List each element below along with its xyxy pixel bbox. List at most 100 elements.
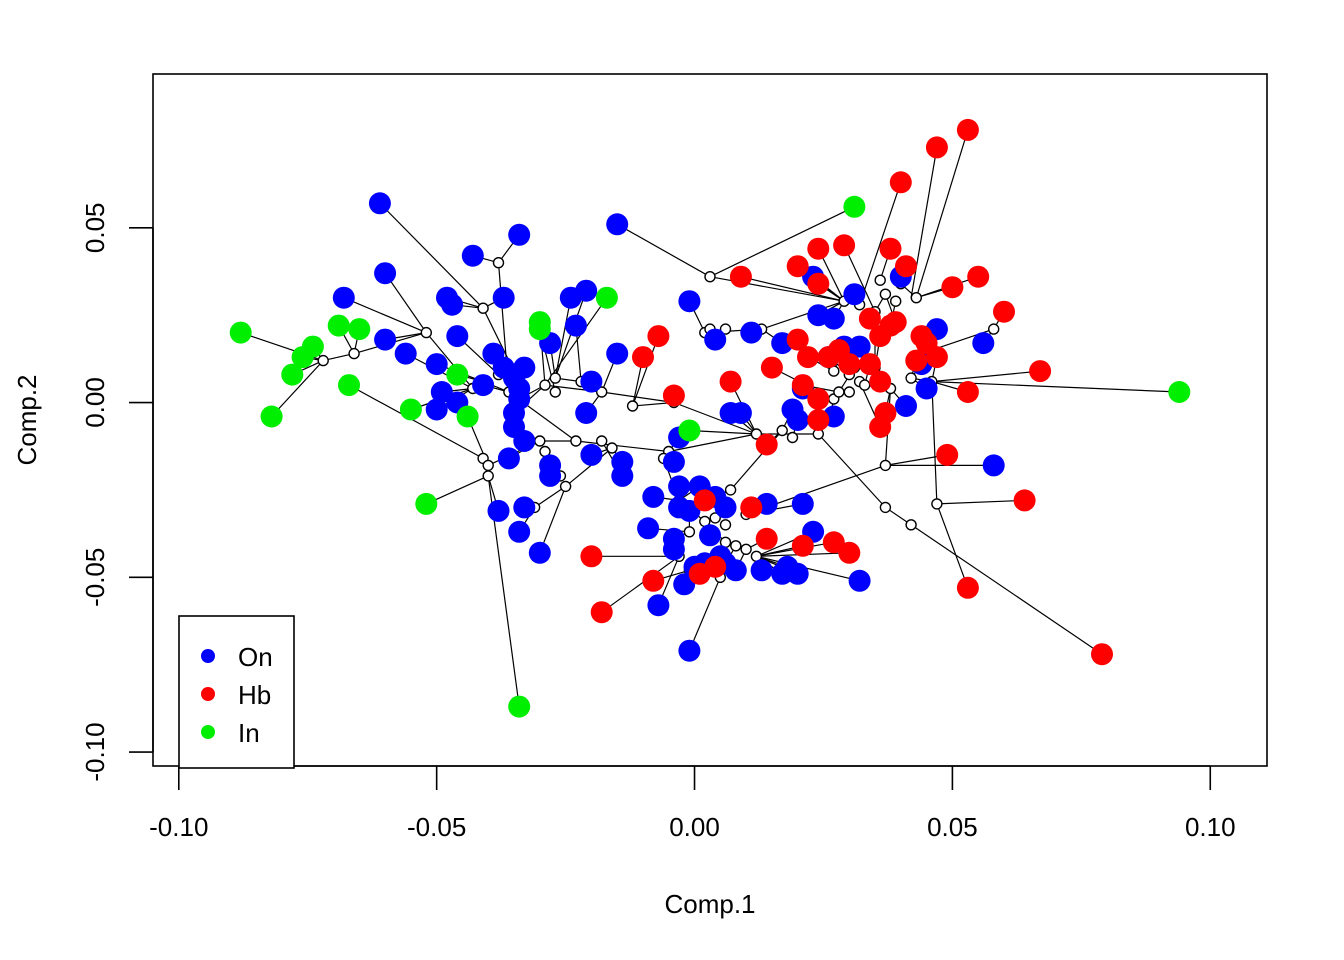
point-hb-7 xyxy=(786,255,809,278)
point-on-38 xyxy=(611,464,634,487)
x-tick-label-3: 0.05 xyxy=(927,812,978,842)
centroid-point-28 xyxy=(606,442,618,454)
point-hb-11 xyxy=(941,276,964,299)
point-hb-22 xyxy=(797,346,819,369)
point-on-57 xyxy=(915,377,938,400)
point-hb-24 xyxy=(858,353,881,376)
centroid-point-1 xyxy=(492,257,505,269)
point-on-43 xyxy=(678,290,701,313)
centroid-point-73 xyxy=(730,540,742,552)
point-hb-15 xyxy=(869,325,892,348)
point-on-75 xyxy=(714,496,737,519)
legend-label-in: In xyxy=(238,718,260,748)
connection-line-199 xyxy=(817,433,886,508)
point-hb-31 xyxy=(791,374,814,397)
connection-line-190 xyxy=(565,447,613,487)
connection-line-174 xyxy=(601,391,674,404)
legend: On Hb In xyxy=(178,615,295,769)
centroid-point-56 xyxy=(890,295,902,307)
point-on-40 xyxy=(487,499,510,522)
point-hb-29 xyxy=(632,346,654,369)
legend-label-hb: Hb xyxy=(238,680,271,710)
connection-line-189 xyxy=(534,485,566,508)
connection-line-129 xyxy=(931,370,1041,383)
point-in-10 xyxy=(338,374,360,397)
point-in-0 xyxy=(843,195,866,218)
centroid-point-70 xyxy=(724,484,737,496)
point-on-41 xyxy=(508,520,531,543)
point-hb-21 xyxy=(786,328,809,351)
point-hb-4 xyxy=(807,237,830,260)
centroid-point-69 xyxy=(719,519,732,531)
legend-marker-on xyxy=(201,649,215,663)
point-on-45 xyxy=(740,321,763,344)
centroid-point-46 xyxy=(859,379,871,391)
point-on-14 xyxy=(425,353,448,376)
point-on-61 xyxy=(786,409,809,431)
point-in-3 xyxy=(528,318,551,341)
centroid-point-32 xyxy=(482,459,494,472)
point-in-16 xyxy=(678,419,701,442)
point-on-95 xyxy=(982,454,1005,477)
point-on-70 xyxy=(642,485,665,508)
connection-line-175 xyxy=(673,401,757,435)
point-in-9 xyxy=(281,363,304,386)
connection-line-4 xyxy=(616,223,711,278)
legend-marker-in xyxy=(201,725,215,739)
point-on-13 xyxy=(446,325,469,348)
point-on-71 xyxy=(637,517,660,540)
point-hb-38 xyxy=(869,416,892,438)
point-on-50 xyxy=(843,283,866,306)
point-hb-10 xyxy=(967,265,990,288)
connection-line-186 xyxy=(668,433,757,453)
point-on-1 xyxy=(461,244,484,267)
point-on-25 xyxy=(425,398,448,421)
point-on-67 xyxy=(662,450,685,473)
point-hb-28 xyxy=(647,325,670,348)
point-on-92 xyxy=(647,594,670,617)
point-hb-30 xyxy=(719,370,742,393)
point-on-68 xyxy=(668,475,691,498)
centroid-point-0 xyxy=(477,302,489,314)
point-hb-27 xyxy=(760,356,783,379)
point-on-58 xyxy=(895,395,917,417)
point-in-4 xyxy=(229,321,252,344)
point-hb-35 xyxy=(807,388,830,410)
centroid-point-41 xyxy=(843,386,855,398)
point-hb-6 xyxy=(895,255,917,278)
point-hb-42 xyxy=(1013,489,1036,512)
connection-line-13 xyxy=(554,297,572,379)
centroid-point-10 xyxy=(539,379,551,391)
point-on-8 xyxy=(492,286,515,309)
data-points xyxy=(229,118,1191,718)
point-hb-47 xyxy=(791,534,814,557)
centroid-point-21 xyxy=(704,271,716,283)
point-on-44 xyxy=(704,328,727,351)
point-on-19 xyxy=(513,356,536,379)
point-hb-44 xyxy=(740,496,763,519)
point-hb-26 xyxy=(838,353,861,376)
centroid-point-40 xyxy=(833,386,845,398)
connection-line-97 xyxy=(910,147,938,298)
point-on-93 xyxy=(673,573,696,596)
point-on-7 xyxy=(441,293,464,316)
connection-line-124 xyxy=(632,335,659,407)
connection-line-151 xyxy=(910,524,1103,655)
connection-line-105 xyxy=(740,276,845,302)
point-on-52 xyxy=(848,335,871,358)
point-hb-41 xyxy=(936,443,959,466)
x-tick-label-0: -0.10 xyxy=(149,812,208,842)
legend-label-on: On xyxy=(238,642,273,672)
point-on-35 xyxy=(539,464,562,487)
centroid-point-66 xyxy=(683,526,696,538)
point-hb-19 xyxy=(905,349,928,372)
point-hb-8 xyxy=(807,272,830,295)
connection-line-0 xyxy=(379,202,484,309)
point-on-48 xyxy=(822,307,845,330)
y-tick-label-3: 0.05 xyxy=(80,202,110,253)
centroid-point-15 xyxy=(626,400,639,412)
connection-line-161 xyxy=(348,384,484,459)
point-on-87 xyxy=(750,559,773,582)
point-in-14 xyxy=(456,405,479,428)
point-in-1 xyxy=(595,286,618,309)
